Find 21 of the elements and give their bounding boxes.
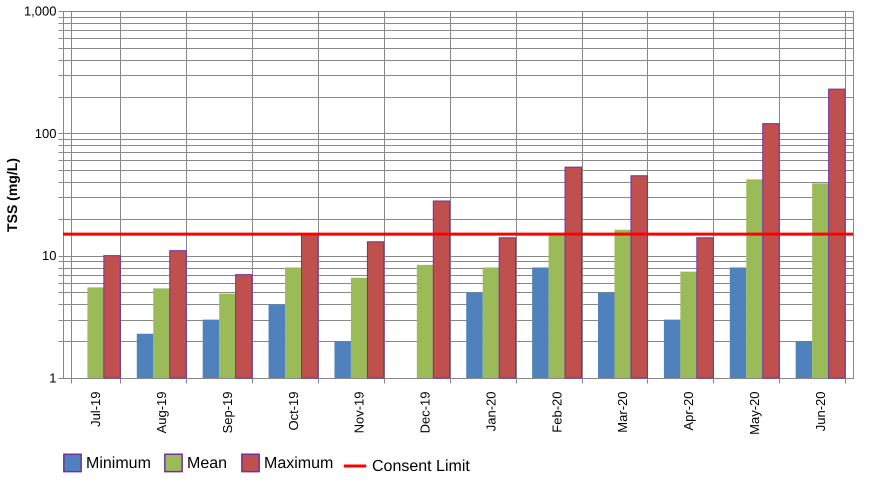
x-tick-label: Oct-19 — [286, 392, 301, 431]
legend-label: Maximum — [264, 454, 334, 472]
x-tick-label: Mar-20 — [615, 392, 630, 433]
y-axis-title: TSS (mg/L) — [4, 158, 20, 232]
y-tick-label: 100 — [34, 126, 56, 141]
x-tick-label: Sep-19 — [220, 392, 235, 434]
y-tick-label: 10 — [42, 248, 56, 264]
x-tick-label: Feb-20 — [549, 392, 564, 433]
x-tick-label: Apr-20 — [681, 392, 696, 431]
x-tick-label: Nov-19 — [352, 392, 367, 434]
y-tick-label: 1,000 — [24, 4, 56, 18]
legend-label: Consent Limit — [372, 458, 470, 475]
x-tick-label: Jul-19 — [88, 392, 104, 427]
y-tick-label: 1 — [49, 370, 56, 386]
legend-label: Minimum — [86, 454, 151, 472]
x-tick-label: Jan-20 — [483, 392, 498, 432]
x-tick-label: Jun-20 — [812, 392, 828, 432]
x-tick-label: Aug-19 — [154, 392, 170, 434]
x-tick-label: Dec-19 — [418, 392, 433, 434]
legend-label: Mean — [187, 454, 228, 472]
x-tick-label: May-20 — [746, 392, 762, 435]
